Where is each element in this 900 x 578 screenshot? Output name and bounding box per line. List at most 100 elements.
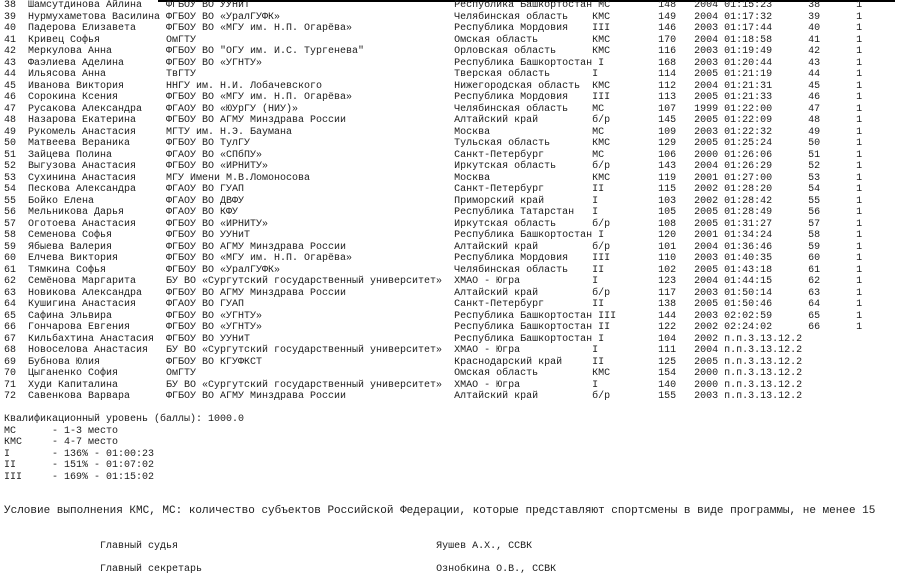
- cell-points: 1: [856, 115, 863, 126]
- cell-org: ФГБОУ ВО «УГНТУ»: [166, 310, 263, 322]
- cell-num: 49: [4, 126, 17, 138]
- cell-place: 53: [808, 172, 821, 184]
- table-row: 59 Ябыева Валерия ФГБОУ ВО АГМУ Минздрава …: [4, 242, 898, 254]
- cell-points: 1: [856, 23, 863, 34]
- cell-region: Республика Башкортостан: [454, 57, 593, 69]
- cell-place: 59: [808, 241, 821, 253]
- cell-year: 2003: [694, 310, 719, 322]
- cell-org: ОмГТУ: [166, 368, 197, 379]
- cell-points: 1: [856, 184, 863, 195]
- cell-num: 67: [4, 333, 17, 345]
- cell-result: 01:44:15: [724, 276, 773, 287]
- cell-points: 1: [856, 34, 863, 46]
- cell-num: 53: [4, 172, 17, 184]
- cell-year: 2004: [694, 0, 719, 11]
- cell-points: 1: [856, 126, 863, 138]
- cell-org: ФГБОУ ВО «ИРНИТУ»: [166, 161, 269, 172]
- cell-region: Санкт-Петербург: [454, 299, 545, 310]
- table-row: 58 Семенова Софья ФГБОУ ВО УУНиТ Республика…: [4, 230, 898, 242]
- cell-points: 1: [856, 207, 863, 218]
- cell-rank: б/р: [592, 218, 611, 230]
- cell-place: 51: [808, 149, 821, 161]
- cell-year: 2005: [694, 92, 719, 103]
- cell-result: 01:17:44: [724, 23, 773, 34]
- cell-region: Алтайский край: [454, 241, 539, 253]
- cell-bib: 155: [658, 391, 677, 402]
- cell-place: 48: [808, 115, 821, 126]
- cell-num: 59: [4, 241, 17, 253]
- cell-num: 50: [4, 138, 17, 149]
- cell-year: 2005: [694, 264, 719, 276]
- cell-rank: КМС: [592, 80, 611, 92]
- cell-points: 1: [856, 161, 863, 172]
- table-row: 63 Новикова Александра ФГБОУ ВО АГМУ Минзд…: [4, 288, 898, 300]
- cell-bib: 103: [658, 195, 677, 207]
- cell-name: Пескова Александра: [28, 184, 137, 195]
- qualification-level-row: I - 136% - 01:00:23: [4, 449, 898, 461]
- cell-bib: 113: [658, 92, 677, 103]
- cell-result: 01:36:46: [724, 241, 773, 253]
- cell-name: Сухинина Анастасия: [28, 172, 137, 184]
- qualification-title: Квалификационный уровень (баллы):: [4, 414, 203, 425]
- cell-org: ФГБОУ ВО АГМУ Минздрава России: [166, 391, 347, 402]
- cell-rank: II: [592, 299, 605, 310]
- cell-bib: 129: [658, 138, 677, 149]
- cell-rank: б/р: [592, 241, 611, 253]
- signature-row: Главный судья Яушев А.Х., ССВК: [4, 541, 898, 553]
- cell-place: 54: [808, 184, 821, 195]
- cell-result: 01:17:32: [724, 11, 773, 23]
- cell-place: 46: [808, 92, 821, 103]
- cell-rank: б/р: [592, 161, 611, 172]
- cell-rank: I: [592, 276, 599, 287]
- cell-result: 01:31:27: [724, 218, 773, 230]
- signature-role: Главный судья: [100, 540, 179, 552]
- signature-role: Главный секретарь: [100, 563, 203, 575]
- cell-region: Республика Мордовия: [454, 253, 569, 264]
- cell-name: Бубнова Юлия: [28, 356, 101, 368]
- condition-text: Условие выполнения КМС, МС: количество с…: [4, 505, 876, 517]
- cell-org: МГТУ им. Н.Э. Баумана: [166, 126, 293, 138]
- cell-year: 2003: [694, 57, 719, 69]
- cell-num: 66: [4, 322, 17, 333]
- table-row: 41 Кривец Софья ОмГТУ Омская область КМС 170 2…: [4, 35, 898, 47]
- table-row: 65 Сафина Эльвира ФГБОУ ВО «УГНТУ» Республи…: [4, 311, 898, 323]
- cell-name: Мельникова Дарья: [28, 207, 125, 218]
- table-row: 48 Назарова Екатерина ФГБОУ ВО АГМУ Минздр…: [4, 115, 898, 127]
- cell-rank: II: [592, 264, 605, 276]
- cell-bib: 112: [658, 80, 677, 92]
- level-desc: - 4-7 место: [52, 437, 119, 448]
- cell-rank: I: [592, 379, 599, 391]
- cell-points: 1: [856, 218, 863, 230]
- table-row: 38 Шамсутдинова Айлина ФГБОУ ВО УУНиТ Респу…: [4, 0, 898, 12]
- cell-region: Республика Мордовия: [454, 23, 569, 34]
- cell-num: 41: [4, 34, 17, 46]
- cell-bib: 140: [658, 379, 677, 391]
- table-row: 47 Русакова Александра ФГАОУ ВО «ЮУрГУ (НИ…: [4, 104, 898, 116]
- cell-num: 40: [4, 23, 17, 34]
- cell-year: 2003: [694, 126, 719, 138]
- cell-rank: III: [598, 310, 617, 322]
- cell-region: Республика Башкортостан: [454, 230, 593, 241]
- cell-place: 50: [808, 138, 821, 149]
- cell-place: 55: [808, 195, 821, 207]
- cell-rank: I: [598, 333, 605, 345]
- cell-region: Алтайский край: [454, 115, 539, 126]
- cell-org: ФГБОУ ВО КГУФКСТ: [166, 356, 263, 368]
- table-row: 67 Кильбахтина Анастасия ФГБОУ ВО УУНиТ Рес…: [4, 334, 898, 346]
- table-row: 62 Семёнова Маргарита БУ ВО «Сургутский го…: [4, 276, 898, 288]
- cell-org: ОмГТУ: [166, 34, 197, 46]
- cell-org: ФГБОУ ВО АГМУ Минздрава России: [166, 241, 347, 253]
- cell-org: ФГАОУ ВО ГУАП: [166, 184, 245, 195]
- cell-bib: 123: [658, 276, 677, 287]
- cell-year: 2002: [694, 333, 719, 345]
- cell-bib: 146: [658, 23, 677, 34]
- table-row: 66 Гончарова Евгения ФГБОУ ВО «УГНТУ» Респу…: [4, 322, 898, 334]
- cell-name: Шамсутдинова Айлина: [28, 0, 143, 11]
- cell-num: 46: [4, 92, 17, 103]
- cell-year: 2005: [694, 299, 719, 310]
- cell-year: 2000: [694, 379, 719, 391]
- cell-num: 60: [4, 253, 17, 264]
- cell-org: ФГБОУ ВО «ИРНИТУ»: [166, 218, 269, 230]
- cell-bib: 110: [658, 253, 677, 264]
- cell-org: ФГБОУ ВО «УГНТУ»: [166, 322, 263, 333]
